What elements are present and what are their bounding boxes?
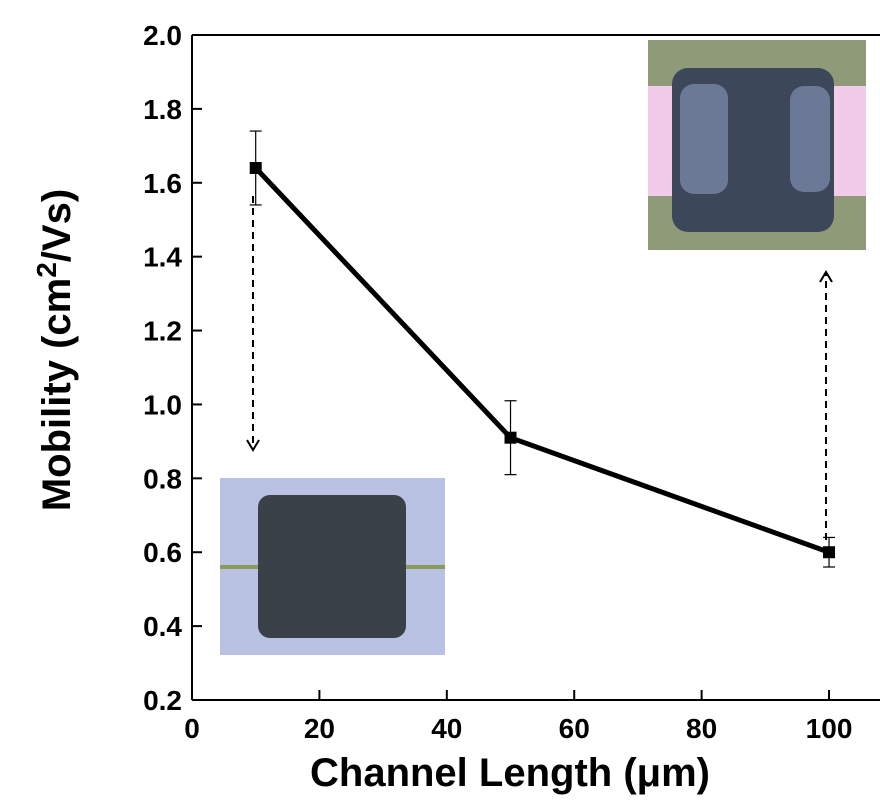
x-tick-label: 40 — [431, 713, 462, 744]
x-axis-label: Channel Length (μm) — [310, 751, 710, 795]
x-tick-label: 100 — [806, 713, 853, 744]
x-tick-label: 0 — [184, 713, 200, 744]
inset-top-right — [648, 40, 866, 250]
y-axis-label-part: 2 — [31, 262, 62, 278]
y-tick-label: 1.6 — [143, 168, 182, 199]
y-tick-label: 0.2 — [143, 685, 182, 716]
x-tick-label: 20 — [304, 713, 335, 744]
y-tick-label: 0.4 — [143, 611, 182, 642]
y-tick-label: 0.6 — [143, 537, 182, 568]
y-tick-label: 0.8 — [143, 463, 182, 494]
y-axis-label: Mobility (cm2/Vs) — [31, 189, 79, 511]
y-tick-label: 1.0 — [143, 389, 182, 420]
y-tick-label: 1.4 — [143, 242, 182, 273]
data-point — [823, 546, 836, 559]
y-tick-label: 2.0 — [143, 20, 182, 51]
x-tick-label: 60 — [559, 713, 590, 744]
data-point — [504, 431, 517, 444]
inset-bottom-left — [220, 478, 445, 655]
y-axis-label-part: Mobility (cm — [35, 278, 79, 511]
data-point — [249, 162, 262, 174]
x-tick-label: 80 — [686, 713, 717, 744]
arrow — [246, 196, 833, 540]
y-tick-label: 1.8 — [143, 94, 182, 125]
y-axis-label-part: /Vs) — [35, 189, 79, 262]
y-tick-label: 1.2 — [143, 316, 182, 347]
